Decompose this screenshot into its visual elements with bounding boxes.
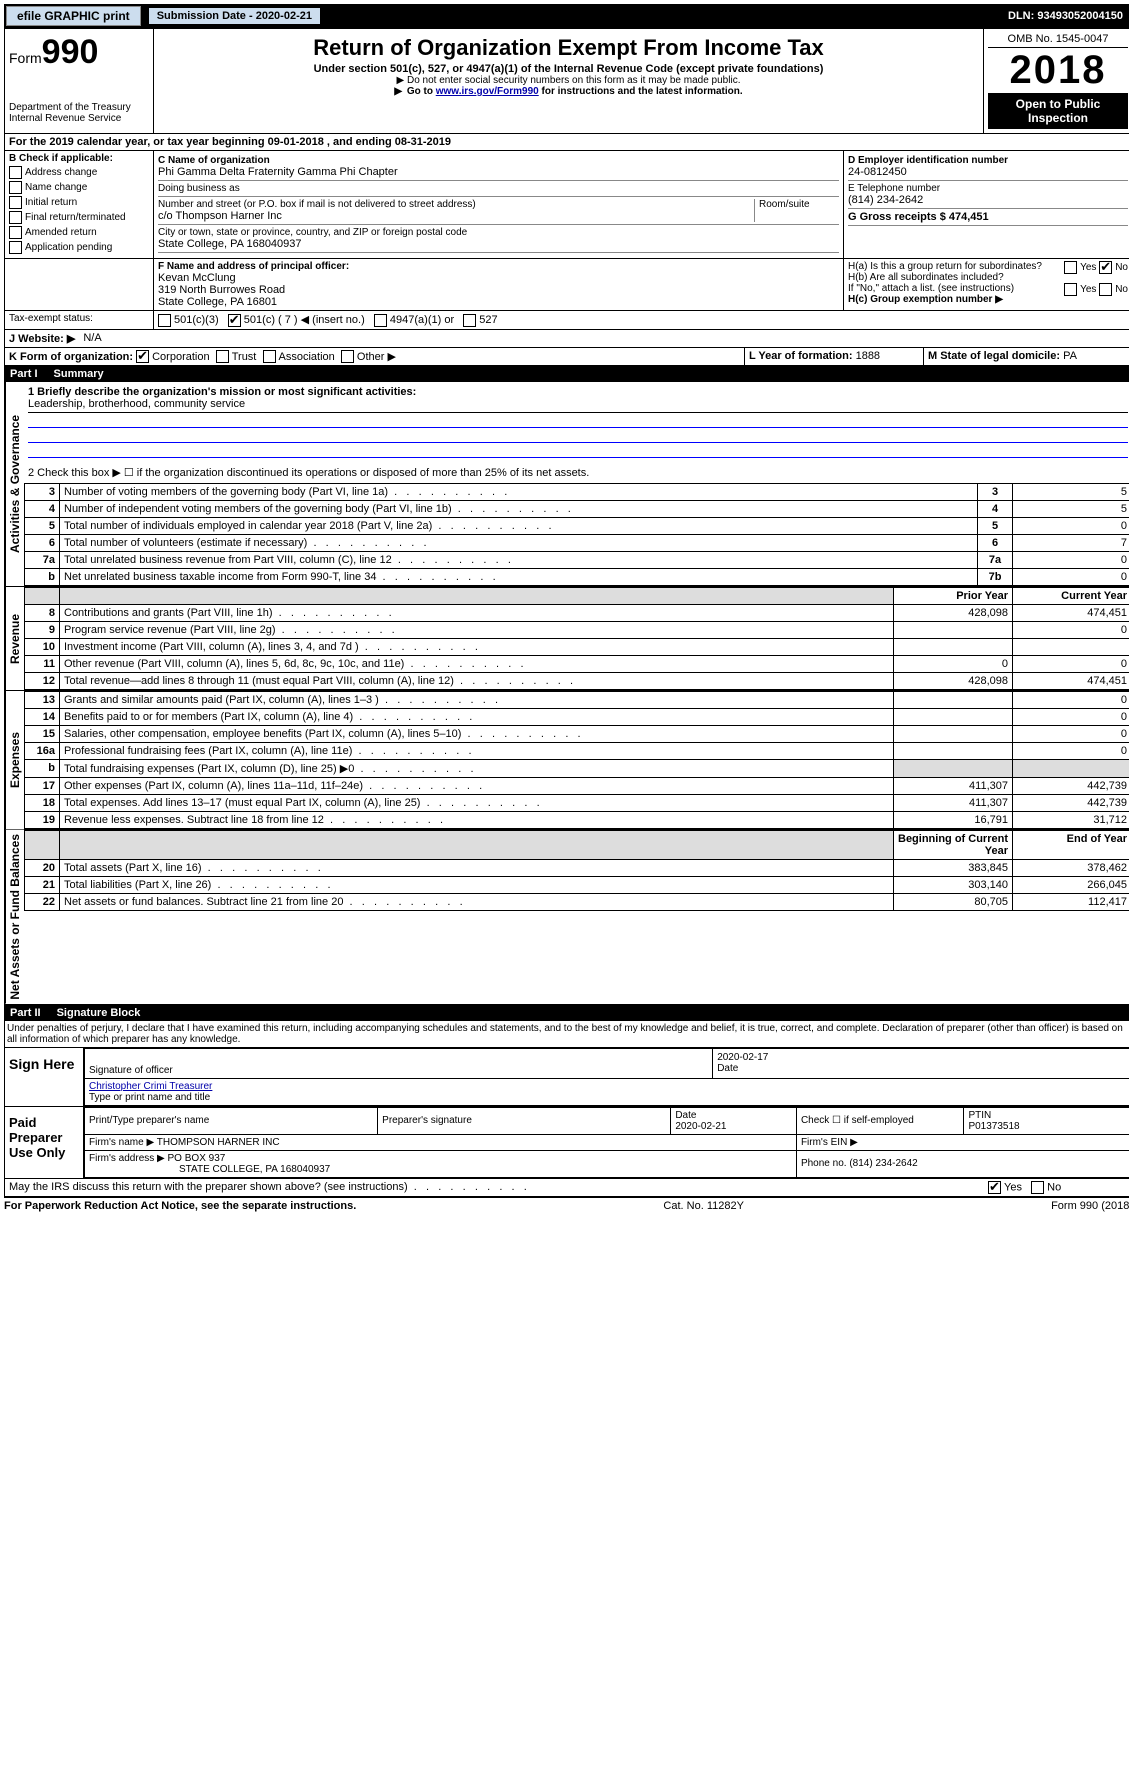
page-footer: For Paperwork Reduction Act Notice, see … (4, 1197, 1129, 1214)
officer-name-link[interactable]: Christopher Crimi Treasurer (89, 1081, 212, 1092)
line-a: For the 2019 calendar year, or tax year … (4, 134, 1129, 151)
line-2: 2 Check this box ▶ ☐ if the organization… (28, 466, 1128, 479)
goto-pre: Go to (407, 86, 436, 97)
cb-final-return[interactable]: Final return/terminated (9, 211, 149, 224)
cb-initial-return[interactable]: Initial return (9, 196, 149, 209)
note-ssn: Do not enter social security numbers on … (158, 75, 979, 86)
cb-4947[interactable] (374, 314, 387, 327)
tax-exempt-row: Tax-exempt status: 501(c)(3) 501(c) ( 7 … (4, 311, 1129, 330)
street-address: c/o Thompson Harner Inc (158, 210, 754, 222)
vtab-governance: Activities & Governance (5, 382, 24, 586)
form-title: Return of Organization Exempt From Incom… (158, 35, 979, 61)
dept-label: Department of the Treasury (9, 102, 149, 113)
form-subtitle: Under section 501(c), 527, or 4947(a)(1)… (158, 63, 979, 75)
vtab-netassets: Net Assets or Fund Balances (5, 830, 24, 1004)
sig-date: 2020-02-17 (717, 1052, 1127, 1063)
state-domicile: PA (1063, 350, 1077, 362)
goto-post: for instructions and the latest informat… (542, 86, 743, 97)
website-row: J Website: ▶ N/A (4, 330, 1129, 348)
netassets-section: Net Assets or Fund Balances Beginning of… (4, 830, 1129, 1005)
netassets-table: Beginning of Current YearEnd of Year20To… (24, 830, 1129, 911)
submission-date: Submission Date - 2020-02-21 (149, 8, 320, 24)
revenue-table: Prior YearCurrent Year8Contributions and… (24, 587, 1129, 690)
part2-header: Part II Signature Block (4, 1005, 1129, 1021)
paid-preparer-block: Paid Preparer Use Only Print/Type prepar… (4, 1107, 1129, 1179)
omb-number: OMB No. 1545-0047 (988, 33, 1128, 48)
officer-group-block: F Name and address of principal officer:… (4, 259, 1129, 311)
year-formation: 1888 (856, 350, 880, 362)
cb-527[interactable] (463, 314, 476, 327)
officer-name: Kevan McClung (158, 272, 839, 284)
discuss-row: May the IRS discuss this return with the… (4, 1179, 1129, 1197)
gross-receipts: G Gross receipts $ 474,451 (848, 211, 1128, 223)
sign-here-block: Sign Here Signature of officer 2020-02-1… (4, 1048, 1129, 1107)
form-number: Form990 (9, 33, 149, 72)
cb-other[interactable] (341, 350, 354, 363)
org-name: Phi Gamma Delta Fraternity Gamma Phi Cha… (158, 166, 839, 178)
cb-discuss-yes[interactable] (988, 1181, 1001, 1194)
dln-label: DLN: 93493052004150 (1000, 8, 1129, 24)
cb-application-pending[interactable]: Application pending (9, 241, 149, 254)
identity-block: B Check if applicable: Address change Na… (4, 151, 1129, 259)
cb-address-change[interactable]: Address change (9, 166, 149, 179)
revenue-section: Revenue Prior YearCurrent Year8Contribut… (4, 587, 1129, 691)
governance-section: Activities & Governance 1 Briefly descri… (4, 382, 1129, 587)
cb-501c3[interactable] (158, 314, 171, 327)
part1-header: Part I Summary (4, 366, 1129, 382)
governance-table: 3Number of voting members of the governi… (24, 483, 1129, 586)
firm-name: THOMPSON HARNER INC (157, 1137, 280, 1148)
irs-label: Internal Revenue Service (9, 113, 149, 124)
website-value: N/A (79, 330, 1129, 347)
form-header: Form990 Department of the Treasury Inter… (4, 28, 1129, 134)
expenses-section: Expenses 13Grants and similar amounts pa… (4, 691, 1129, 830)
cb-discuss-no[interactable] (1031, 1181, 1044, 1194)
open-public-badge: Open to Public Inspection (988, 93, 1128, 129)
officer-addr2: State College, PA 16801 (158, 296, 839, 308)
cb-corporation[interactable] (136, 350, 149, 363)
tax-year: 2018 (988, 48, 1128, 93)
ptin-value: P01373518 (968, 1121, 1127, 1132)
ein-value: 24-0812450 (848, 166, 1128, 178)
mission-text: Leadership, brotherhood, community servi… (28, 398, 1128, 413)
instructions-link[interactable]: www.irs.gov/Form990 (436, 86, 539, 97)
efile-button[interactable]: efile GRAPHIC print (6, 6, 141, 26)
block-c: C Name of organization Phi Gamma Delta F… (154, 151, 844, 258)
perjury-statement: Under penalties of perjury, I declare th… (4, 1021, 1129, 1048)
klm-row: K Form of organization: Corporation Trus… (4, 348, 1129, 367)
block-b: B Check if applicable: Address change Na… (5, 151, 154, 258)
cb-name-change[interactable]: Name change (9, 181, 149, 194)
cb-trust[interactable] (216, 350, 229, 363)
top-bar: efile GRAPHIC print Submission Date - 20… (4, 4, 1129, 28)
firm-phone: (814) 234-2642 (849, 1158, 917, 1169)
expenses-table: 13Grants and similar amounts paid (Part … (24, 691, 1129, 829)
vtab-revenue: Revenue (5, 587, 24, 690)
phone-value: (814) 234-2642 (848, 194, 1128, 206)
officer-addr1: 319 North Burrowes Road (158, 284, 839, 296)
cb-amended-return[interactable]: Amended return (9, 226, 149, 239)
block-d-e-g: D Employer identification number 24-0812… (844, 151, 1129, 258)
cb-501c[interactable] (228, 314, 241, 327)
firm-city: STATE COLLEGE, PA 168040937 (89, 1164, 792, 1175)
vtab-expenses: Expenses (5, 691, 24, 829)
cb-association[interactable] (263, 350, 276, 363)
city-state-zip: State College, PA 168040937 (158, 238, 839, 250)
